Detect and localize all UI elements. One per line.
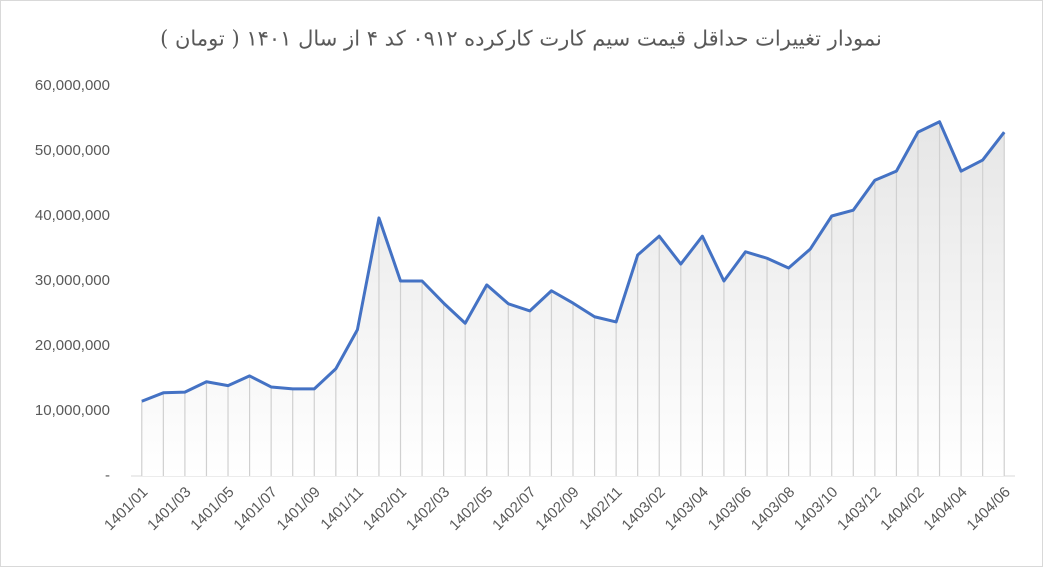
y-tick-label: 30,000,000	[35, 272, 110, 289]
line	[141, 120, 1006, 403]
y-tick-label: -	[105, 467, 110, 484]
y-tick-label: 20,000,000	[35, 337, 110, 354]
y-tick-label: 10,000,000	[35, 402, 110, 419]
y-tick-label: 50,000,000	[35, 142, 110, 159]
chart-title: نمودار تغییرات حداقل قیمت سیم کارت کارکر…	[160, 27, 882, 52]
y-tick-label: 60,000,000	[35, 77, 110, 94]
y-tick-label: 40,000,000	[35, 207, 110, 224]
